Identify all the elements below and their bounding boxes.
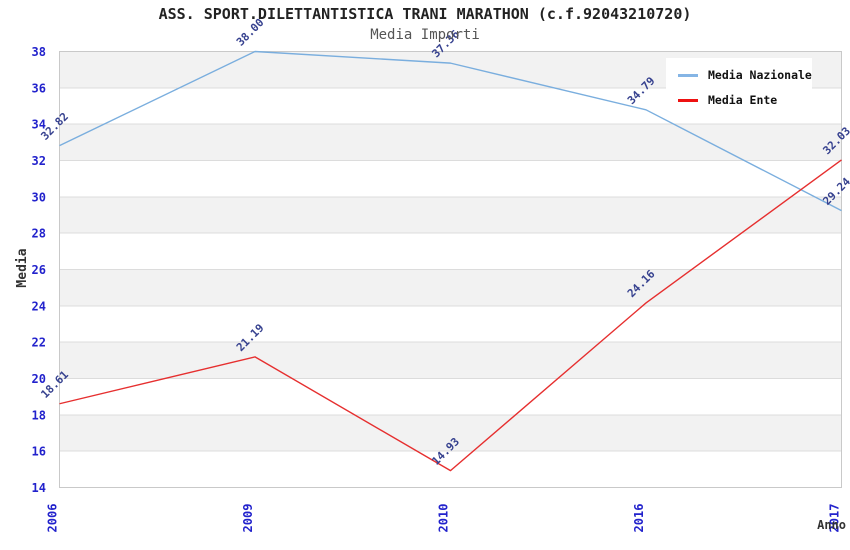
x-tick-label: 2010	[437, 504, 451, 533]
chart-subtitle: Media Importi	[370, 27, 480, 43]
legend-item-media-ente: Media Ente	[678, 93, 812, 107]
y-tick-label: 22	[32, 336, 46, 350]
x-axis-label: Anno	[817, 518, 846, 532]
chart-title: ASS. SPORT.DILETTANTISTICA TRANI MARATHO…	[158, 5, 692, 23]
legend-label-media-nazionale: Media Nazionale	[708, 68, 812, 82]
y-tick-label: 38	[32, 45, 46, 59]
y-tick-label: 32	[32, 154, 46, 168]
series-line-media-nazionale	[59, 50, 842, 212]
y-tick-label: 14	[32, 481, 46, 495]
x-tick-label: 2017	[828, 504, 842, 533]
plot-band	[59, 124, 842, 161]
y-tick-label: 36	[32, 81, 46, 95]
x-tick-label: 2006	[46, 504, 60, 533]
plot-band	[59, 269, 842, 306]
plot-band	[59, 342, 842, 379]
y-tick-label: 34	[32, 118, 46, 132]
legend-label-media-ente: Media Ente	[708, 93, 778, 107]
x-tick-label: 2016	[632, 504, 646, 533]
y-tick-label: 20	[32, 372, 46, 386]
y-tick-label: 26	[32, 263, 46, 277]
plot-band	[59, 414, 842, 452]
y-tick-label: 24	[32, 299, 46, 313]
legend-item-media-nazionale: Media Nazionale	[678, 68, 812, 82]
legend-swatch-media-ente-icon	[678, 98, 698, 102]
y-axis-label: Media	[15, 248, 30, 287]
x-tick-label: 2009	[241, 504, 255, 533]
legend: Media Nazionale Media Ente	[666, 58, 812, 115]
y-tick-label: 16	[32, 445, 46, 459]
y-tick-label: 30	[32, 190, 46, 204]
legend-swatch-media-nazionale-icon	[678, 73, 698, 77]
y-tick-label: 28	[32, 227, 46, 241]
y-tick-label: 18	[32, 408, 46, 422]
plot-band	[59, 196, 842, 234]
plot-border	[59, 51, 842, 488]
series-line-media-ente	[59, 159, 842, 472]
